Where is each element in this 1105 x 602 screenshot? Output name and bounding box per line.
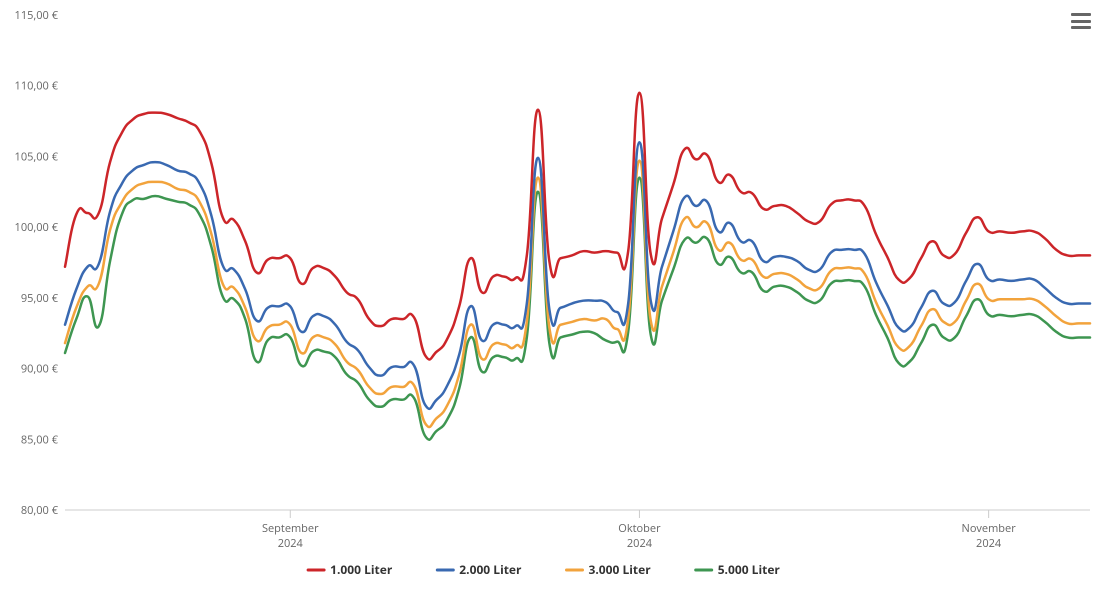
x-tick-year: 2024 (627, 536, 653, 551)
chart-menu-button[interactable] (1069, 10, 1093, 32)
x-tick-year: 2024 (278, 536, 304, 551)
x-tick-year: 2024 (976, 536, 1002, 551)
chart-svg: 80,00 € 85,00 € 90,00 € 95,00 € 100,00 € 105,… (0, 0, 1105, 602)
y-tick-label: 100,00 € (15, 220, 59, 235)
series-line-s2 (65, 142, 1090, 409)
y-tick-label: 95,00 € (21, 291, 59, 306)
y-tick-label: 105,00 € (15, 149, 59, 164)
y-tick-label: 90,00 € (21, 362, 59, 377)
legend-item[interactable]: 3.000 Liter (567, 561, 652, 578)
y-tick-label: 115,00 € (15, 8, 59, 23)
legend-item[interactable]: 2.000 Liter (437, 561, 522, 578)
legend-item[interactable]: 1.000 Liter (308, 561, 393, 578)
legend-item[interactable]: 5.000 Liter (696, 561, 781, 578)
y-tick-label: 80,00 € (21, 503, 59, 518)
series-line-s4 (65, 178, 1090, 440)
price-chart: 80,00 € 85,00 € 90,00 € 95,00 € 100,00 € 105,… (0, 0, 1105, 602)
x-tick-month: September (262, 521, 319, 536)
y-tick-label: 85,00 € (21, 432, 59, 447)
x-tick-month: Oktober (618, 521, 661, 536)
y-tick-label: 110,00 € (15, 79, 59, 94)
legend-label: 2.000 Liter (459, 561, 522, 578)
legend-label: 1.000 Liter (330, 561, 393, 578)
legend-label: 5.000 Liter (718, 561, 781, 578)
legend: 1.000 Liter 2.000 Liter 3.000 Liter 5.000 L… (308, 561, 780, 578)
legend-label: 3.000 Liter (589, 561, 652, 578)
x-tick-month: November (962, 521, 1017, 536)
